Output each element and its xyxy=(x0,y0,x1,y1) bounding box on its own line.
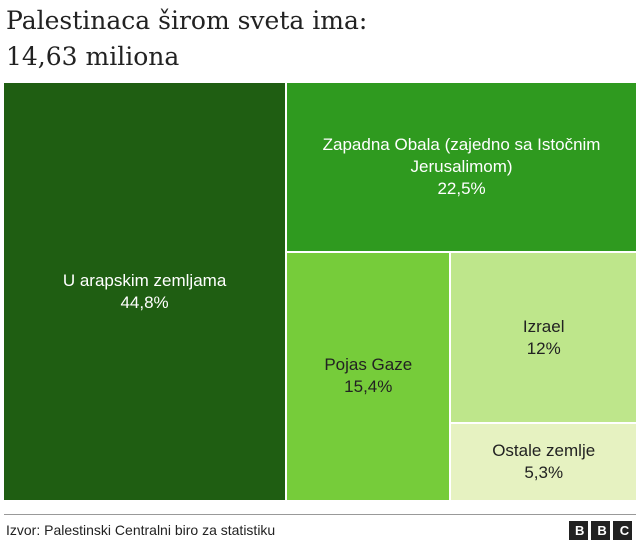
cell-value: 22,5% xyxy=(437,178,486,198)
logo: BBC xyxy=(569,521,632,540)
divider xyxy=(4,514,636,515)
treemap-cell: Ostale zemlje 5,3% xyxy=(451,424,636,500)
source: Izvor: Palestinski Centralni biro za sta… xyxy=(6,522,276,538)
chart-title: Palestinaca širom sveta ima: xyxy=(6,6,368,35)
cell-label: Zapadna Obala (zajedno sa Istočnim Jerus… xyxy=(322,134,601,176)
treemap-cell: Pojas Gaze 15,4% xyxy=(287,252,450,500)
logo-box xyxy=(613,521,632,540)
cell-value: 15,4% xyxy=(344,377,393,397)
cell-label: Pojas Gaze xyxy=(324,355,413,375)
logo-box xyxy=(569,521,588,540)
treemap-cell: Zapadna Obala (zajedno sa Istočnim Jerus… xyxy=(287,83,636,251)
cell-value: 5,3% xyxy=(524,463,564,483)
treemap-cell: U arapskim zemljama 44,8% xyxy=(4,83,286,500)
logo-box xyxy=(591,521,610,540)
cell-label: Ostale zemlje xyxy=(492,441,596,461)
cell-value: 44,8% xyxy=(120,292,169,312)
logo-text: BBC xyxy=(575,523,640,538)
cell-label: Izrael xyxy=(522,316,565,336)
treemap-cell: Izrael 12% xyxy=(451,252,636,423)
cell-value: 12% xyxy=(526,338,561,358)
cell-label: U arapskim zemljama xyxy=(62,270,227,290)
treemap: U arapskim zemljama 44,8% Zapadna Obala (z… xyxy=(4,83,636,500)
chart-subtitle: 14,63 miliona xyxy=(6,42,180,71)
